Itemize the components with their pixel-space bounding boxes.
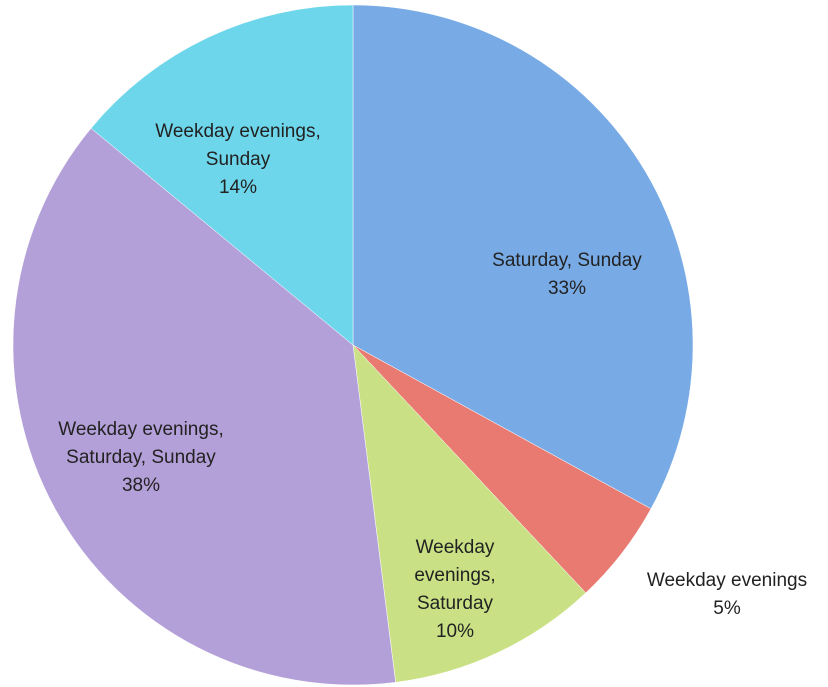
slice-category: Saturday, Sunday	[492, 250, 642, 271]
slice-value: 5%	[713, 598, 741, 619]
slice-label: Weekday evenings, Saturday 10%	[400, 534, 510, 646]
slice-category: Weekday evenings	[646, 570, 808, 591]
slice-value: 33%	[547, 278, 587, 299]
slice-label: Weekday evenings 5%	[617, 567, 828, 623]
pie-slice	[352, 4, 694, 510]
slice-label: Weekday evenings, Sunday 14%	[143, 118, 333, 202]
slice-value: 38%	[121, 475, 161, 496]
slice-value: 14%	[218, 177, 258, 198]
slice-label: Saturday, Sunday 33%	[467, 247, 667, 303]
slice-category: Weekday evenings, Saturday	[414, 537, 496, 614]
slice-category: Weekday evenings, Sunday	[155, 121, 321, 170]
slice-label: Weekday evenings, Saturday, Sunday 38%	[16, 416, 266, 500]
slice-category: Weekday evenings, Saturday, Sunday	[58, 419, 224, 468]
slice-value: 10%	[435, 621, 475, 642]
pie-slice	[12, 127, 396, 686]
pie-slice	[90, 4, 354, 346]
pie-slice	[352, 344, 587, 683]
